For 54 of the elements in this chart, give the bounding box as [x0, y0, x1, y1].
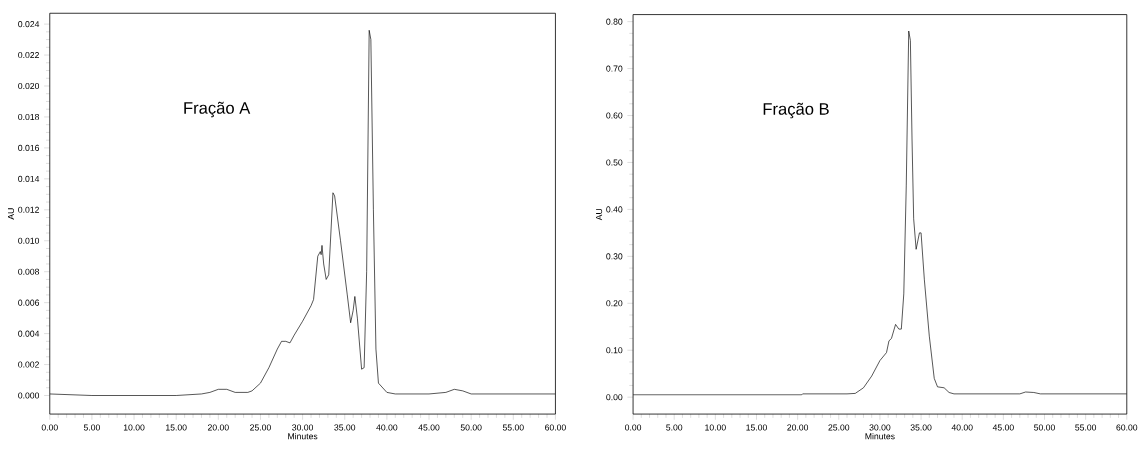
x-tick-label: 0.00 — [41, 424, 58, 431]
y-tick-label: 0.20 — [606, 300, 623, 307]
x-tick-label: 35.00 — [910, 424, 932, 431]
y-tick-label: 0.024 — [18, 21, 40, 28]
y-tick-label: 0.022 — [18, 52, 39, 59]
x-tick-label: 55.00 — [502, 424, 524, 431]
x-tick-label: 0.00 — [625, 424, 642, 431]
y-axis-title: AU — [8, 208, 15, 220]
y-tick-label: 0.008 — [18, 268, 40, 275]
y-tick-label: 0.70 — [606, 65, 623, 72]
y-tick-label: 0.002 — [18, 361, 39, 368]
x-tick-label: 60.00 — [1116, 424, 1138, 431]
x-tick-label: 60.00 — [545, 424, 566, 431]
x-tick-label: 50.00 — [460, 424, 482, 431]
y-tick-label: 0.004 — [18, 330, 40, 337]
x-tick-label: 5.00 — [83, 424, 100, 431]
x-tick-label: 40.00 — [376, 424, 398, 431]
x-axis-title: Minutes — [865, 433, 895, 440]
x-tick-label: 45.00 — [992, 424, 1014, 431]
y-tick-label: 0.40 — [606, 206, 623, 213]
x-tick-label: 30.00 — [869, 424, 891, 431]
x-tick-label: 15.00 — [746, 424, 767, 431]
annotation: Fração A — [184, 101, 251, 118]
y-tick-label: 0.000 — [18, 392, 40, 399]
x-tick-label: 10.00 — [705, 424, 726, 431]
x-tick-label: 15.00 — [166, 424, 187, 431]
y-axis-title: AU — [596, 209, 603, 221]
annotation: Fração B — [763, 102, 829, 119]
x-tick-label: 45.00 — [418, 424, 440, 431]
y-tick-label: 0.00 — [606, 394, 623, 401]
y-tick-label: 0.60 — [606, 112, 623, 119]
x-tick-label: 50.00 — [1034, 424, 1055, 431]
x-tick-label: 20.00 — [207, 424, 229, 431]
y-tick-label: 0.014 — [18, 175, 40, 182]
y-tick-label: 0.10 — [606, 347, 623, 354]
y-tick-label: 0.020 — [18, 83, 40, 90]
x-tick-label: 5.00 — [666, 424, 683, 431]
y-tick-label: 0.010 — [18, 237, 40, 244]
x-tick-label: 40.00 — [951, 424, 973, 431]
x-tick-label: 25.00 — [250, 424, 271, 431]
x-tick-label: 10.00 — [123, 424, 145, 431]
y-tick-label: 0.50 — [606, 159, 623, 166]
y-tick-label: 0.012 — [18, 206, 39, 213]
x-tick-label: 35.00 — [334, 424, 356, 431]
y-tick-label: 0.30 — [606, 253, 623, 260]
x-tick-label: 55.00 — [1075, 424, 1097, 431]
y-tick-label: 0.80 — [606, 18, 623, 25]
x-tick-label: 20.00 — [787, 424, 809, 431]
x-tick-label: 30.00 — [292, 424, 314, 431]
y-tick-label: 0.006 — [18, 299, 40, 306]
y-tick-label: 0.018 — [18, 113, 40, 121]
x-axis-title: Minutes — [288, 433, 318, 440]
x-tick-label: 25.00 — [828, 424, 850, 431]
y-tick-label: 0.016 — [18, 144, 40, 151]
